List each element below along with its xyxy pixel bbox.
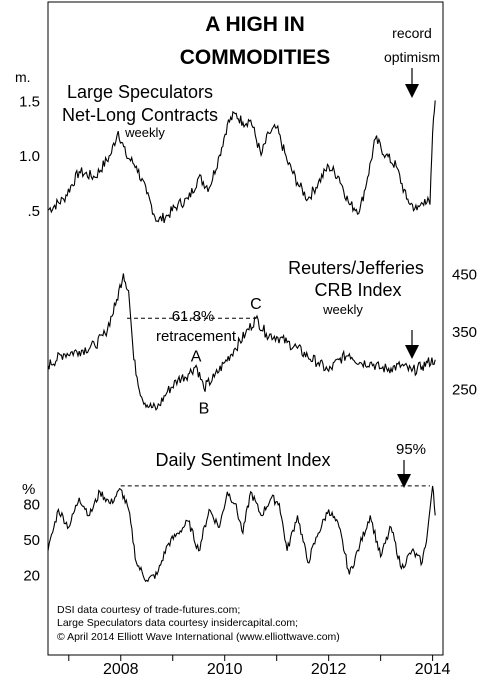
crb-series-line: [47, 273, 436, 411]
crb-title-line2: CRB Index: [314, 280, 401, 300]
speculators-unit-label: m.: [15, 69, 31, 85]
record-optimism-arrowhead: [405, 84, 419, 98]
speculators-series-line: [47, 100, 436, 224]
x-tick-label: 2008: [103, 661, 139, 678]
tick-layer: 1.5 1.0 .5 450 350 250 A B C 80 50 20 2008 2010 2012 20…: [19, 93, 477, 678]
crb-subtitle: weekly: [322, 302, 363, 317]
record-optimism-line1: record: [392, 25, 432, 41]
wave-label-c: C: [250, 296, 262, 313]
retracement-label: retracement: [156, 328, 237, 345]
crb-top-arrowhead: [405, 345, 419, 359]
speculators-title-line2: Net-Long Contracts: [62, 105, 218, 125]
speculators-y-tick-label: .5: [27, 203, 40, 220]
dsi-title: Daily Sentiment Index: [155, 450, 330, 470]
speculators-y-tick-label: 1.0: [19, 148, 40, 165]
chart-frame: [47, 1, 444, 656]
series-layer: [47, 100, 436, 583]
crb-y-tick-label: 450: [452, 267, 477, 284]
wave-label-a: A: [191, 348, 202, 365]
x-tick-label: 2014: [415, 661, 451, 678]
chart-title-line1: A HIGH IN: [205, 13, 305, 36]
dsi-y-tick-label: 20: [23, 567, 40, 584]
crb-y-tick-label: 350: [452, 324, 477, 341]
x-tick-label: 2012: [311, 661, 347, 678]
crb-title-line1: Reuters/Jefferies: [288, 258, 424, 278]
credit-line-2: Large Speculators data courtesy insiderc…: [57, 617, 298, 629]
dsi-peak-label: 95%: [396, 441, 426, 458]
record-optimism-line2: optimism: [384, 49, 440, 65]
crb-y-tick-label: 250: [452, 381, 477, 398]
wave-label-b: B: [199, 400, 210, 417]
speculators-subtitle: weekly: [124, 125, 165, 140]
credit-line-3: © April 2014 Elliott Wave International …: [57, 631, 340, 643]
dsi-unit-label: %: [22, 481, 35, 498]
dsi-y-tick-label: 50: [23, 532, 40, 549]
dsi-series-line: [47, 485, 436, 583]
chart-title-line2: COMMODITIES: [180, 46, 331, 69]
retracement-percent-label: 61.8%: [172, 308, 215, 325]
dsi-peak-arrowhead: [397, 474, 411, 488]
speculators-y-tick-label: 1.5: [19, 93, 40, 110]
speculators-title-line1: Large Speculators: [67, 82, 213, 102]
dsi-y-tick-label: 80: [23, 497, 40, 514]
x-tick-label: 2010: [207, 661, 243, 678]
credit-line-1: DSI data courtesy of trade-futures.com;: [57, 604, 240, 616]
